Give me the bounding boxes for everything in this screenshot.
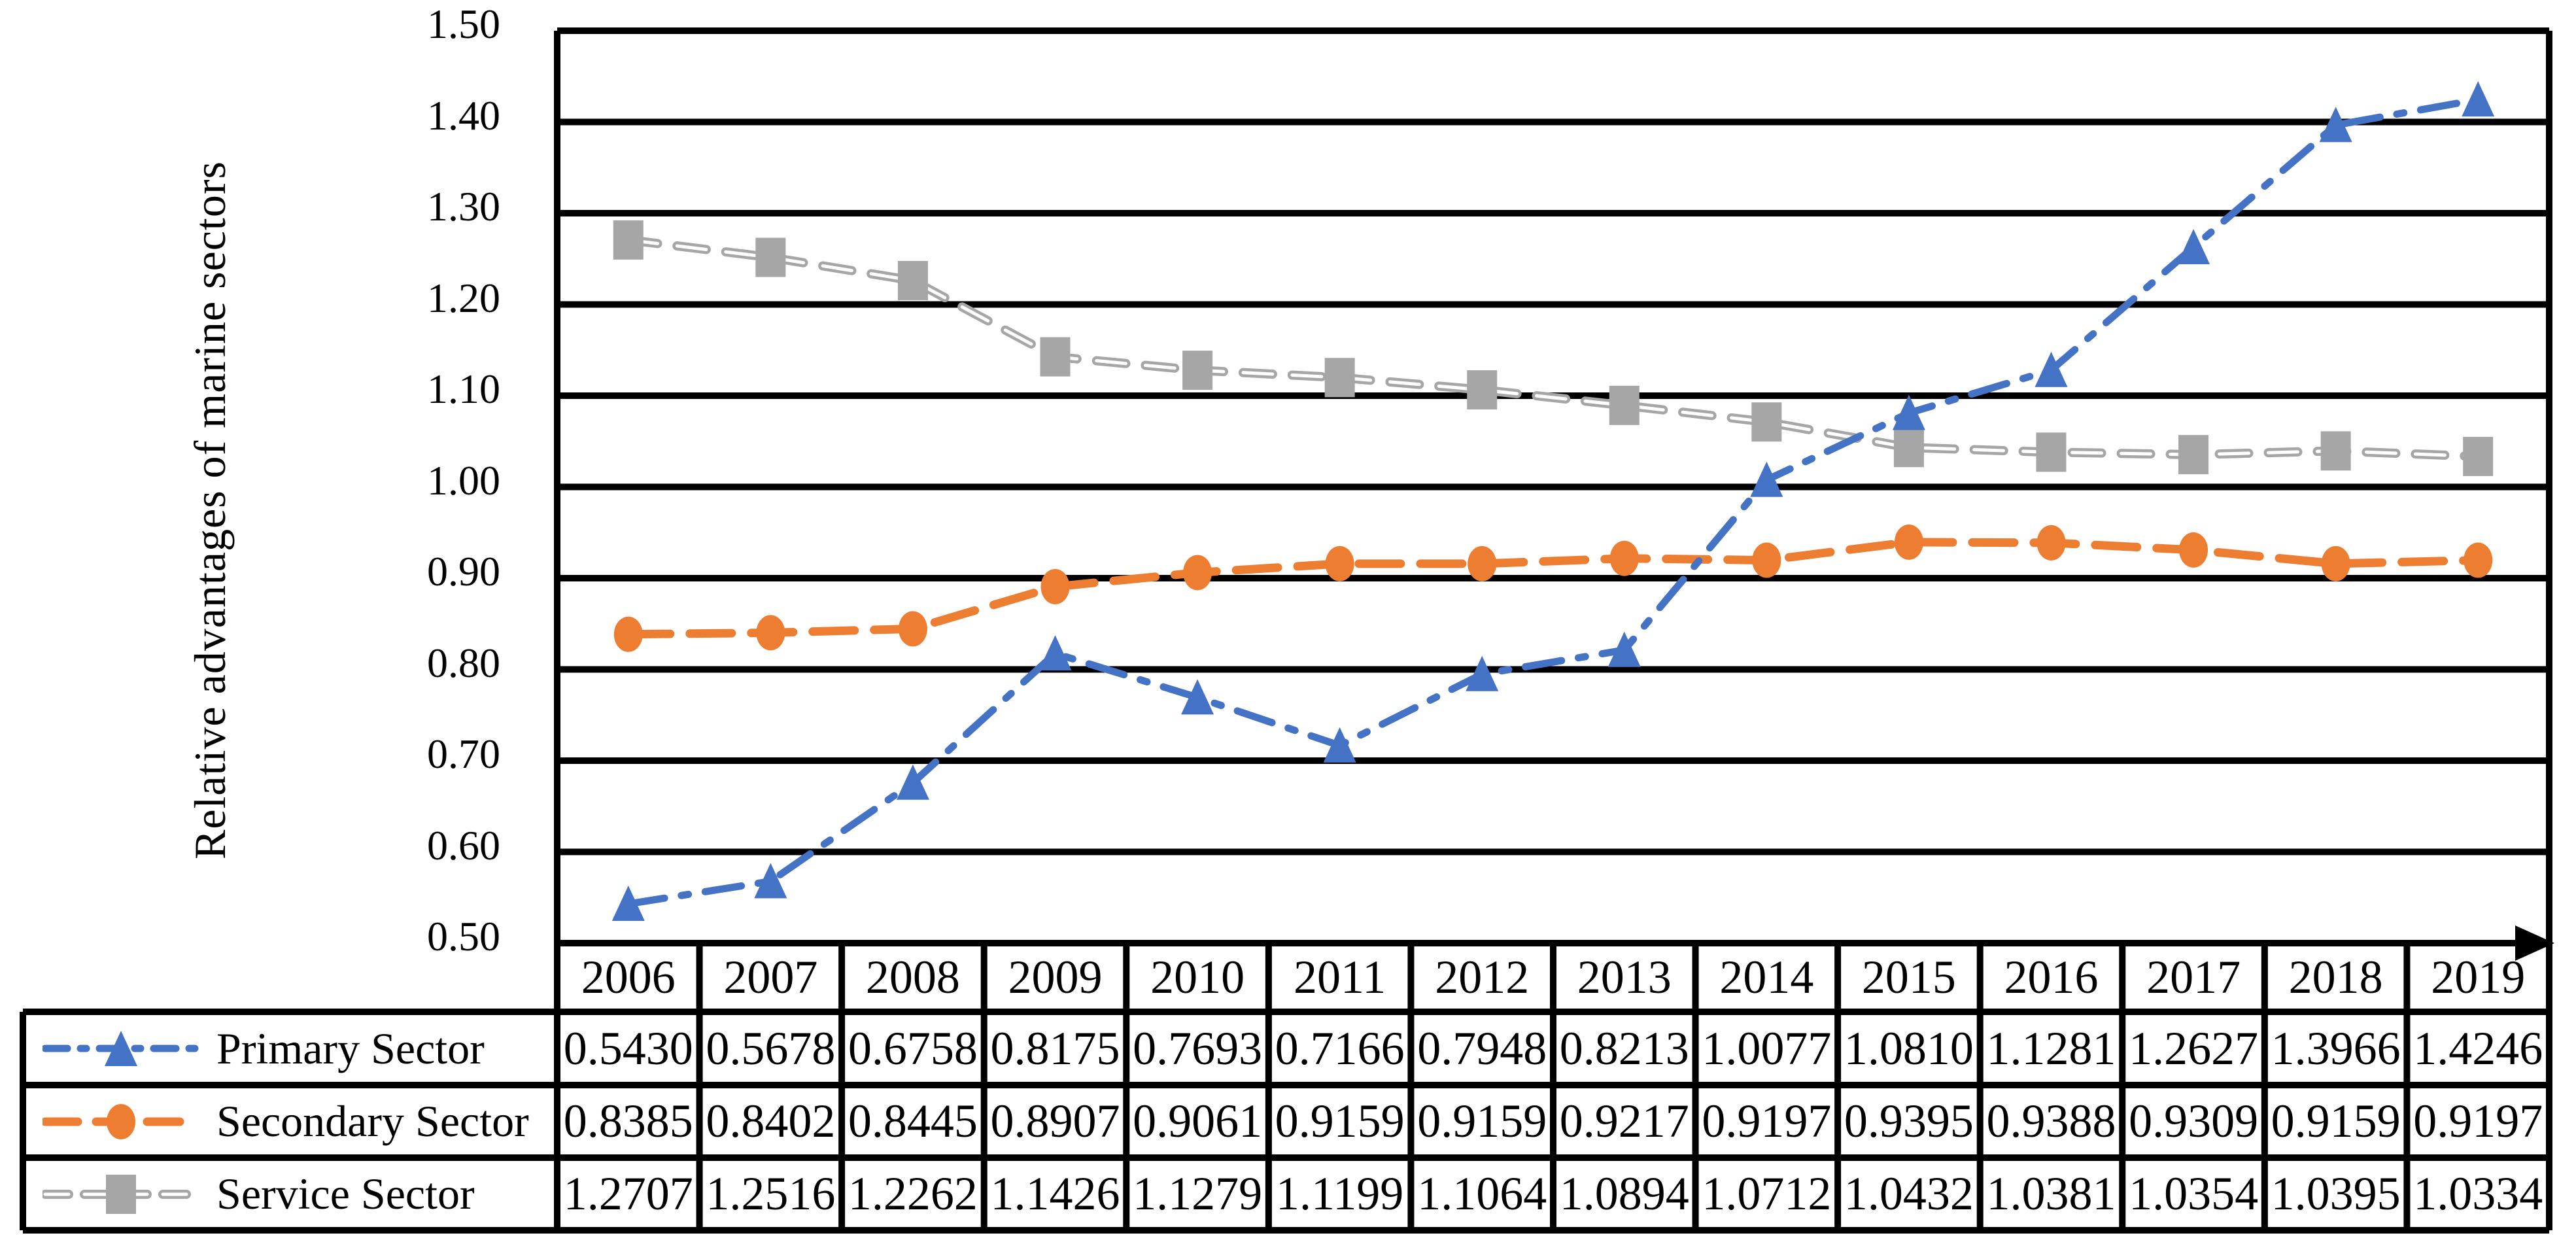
table-value-cell: 1.0810 — [1844, 1022, 1974, 1075]
y-tick-label: 0.80 — [427, 639, 500, 686]
year-header-cell: 2019 — [2431, 951, 2526, 1003]
y-tick-label: 0.90 — [427, 548, 500, 595]
table-value-cell: 0.5430 — [563, 1022, 693, 1075]
legend-label: Primary Sector — [216, 1023, 485, 1073]
year-header-cell: 2011 — [1293, 951, 1386, 1003]
table-value-cell: 1.0395 — [2271, 1167, 2401, 1220]
table-value-cell: 1.2627 — [2129, 1022, 2259, 1075]
table-value-cell: 0.9061 — [1133, 1095, 1263, 1147]
table-value-cell: 0.7948 — [1417, 1022, 1547, 1075]
table-value-cell: 1.0334 — [2413, 1167, 2543, 1220]
table-value-cell: 0.9159 — [1417, 1095, 1547, 1147]
year-header-cell: 2008 — [865, 951, 960, 1003]
legend-row-circle: Secondary Sector — [32, 1090, 557, 1153]
table-value-cell: 1.4246 — [2413, 1022, 2543, 1075]
table-value-cell: 1.1279 — [1133, 1167, 1263, 1220]
table-value-cell: 1.0712 — [1702, 1167, 1832, 1220]
y-axis-title: Relative advantages of marine sectors — [185, 161, 235, 859]
table-value-cell: 0.8445 — [848, 1095, 978, 1147]
year-header-cell: 2015 — [1861, 951, 1956, 1003]
table-value-cell: 1.0381 — [1986, 1167, 2116, 1220]
legend-line-sample-square — [43, 1174, 199, 1214]
table-value-cell: 1.2262 — [848, 1167, 978, 1220]
legend-row-square: Service Sector — [32, 1162, 557, 1226]
year-header-cell: 2014 — [1719, 951, 1814, 1003]
table-value-cell: 1.1281 — [1986, 1022, 2116, 1075]
y-tick-label: 0.60 — [427, 821, 500, 869]
table-value-cell: 1.1064 — [1417, 1167, 1547, 1220]
table-value-cell: 1.1426 — [990, 1167, 1120, 1220]
x-axis-arrow — [2515, 925, 2554, 961]
year-header-cell: 2018 — [2288, 951, 2383, 1003]
table-value-cell: 0.9388 — [1986, 1095, 2116, 1147]
table-value-cell: 0.7693 — [1133, 1022, 1263, 1075]
y-tick-label: 1.10 — [427, 366, 500, 412]
table-value-cell: 1.2516 — [706, 1167, 836, 1220]
table-value-cell: 0.6758 — [848, 1022, 978, 1075]
table-value-cell: 1.0354 — [2129, 1167, 2259, 1220]
year-header-cell: 2007 — [723, 951, 818, 1003]
y-tick-label: 1.00 — [427, 457, 500, 504]
table-value-cell: 0.8175 — [990, 1022, 1120, 1075]
table-value-cell: 0.9217 — [1559, 1095, 1689, 1147]
year-header-cell: 2006 — [581, 951, 676, 1003]
table-value-cell: 0.9159 — [2271, 1095, 2401, 1147]
legend-line-sample-triangle — [43, 1031, 199, 1066]
y-tick-label: 1.50 — [427, 1, 500, 47]
y-tick-label: 1.30 — [427, 183, 500, 230]
table-value-cell: 0.9159 — [1275, 1095, 1405, 1147]
table-value-cell: 0.9197 — [2413, 1095, 2543, 1147]
table-value-cell: 0.9197 — [1702, 1095, 1832, 1147]
legend-row-triangle: Primary Sector — [32, 1016, 557, 1080]
legend-label: Service Sector — [216, 1169, 475, 1218]
table-value-cell: 1.3966 — [2271, 1022, 2401, 1075]
table-value-cell: 1.1199 — [1275, 1167, 1404, 1220]
year-header-cell: 2012 — [1435, 951, 1530, 1003]
year-header-cell: 2010 — [1150, 951, 1245, 1003]
table-value-cell: 1.0894 — [1559, 1167, 1689, 1220]
legend-line-sample-circle — [43, 1103, 199, 1139]
table-value-cell: 1.0077 — [1702, 1022, 1832, 1075]
table-value-cell: 0.9309 — [2129, 1095, 2259, 1147]
table-value-cell: 0.8402 — [706, 1095, 836, 1147]
y-tick-label: 1.20 — [427, 274, 500, 321]
year-header-cell: 2013 — [1577, 951, 1672, 1003]
table-value-cell: 0.8385 — [563, 1095, 693, 1147]
y-tick-label: 0.50 — [427, 913, 500, 959]
table-value-cell: 0.8907 — [990, 1095, 1120, 1147]
table-value-cell: 0.7166 — [1275, 1022, 1405, 1075]
table-value-cell: 0.5678 — [706, 1022, 836, 1075]
legend-label: Secondary Sector — [216, 1096, 529, 1146]
y-tick-label: 1.40 — [427, 92, 500, 139]
table-value-cell: 0.9395 — [1844, 1095, 1974, 1147]
table-value-cell: 0.8213 — [1559, 1022, 1689, 1075]
table-value-cell: 1.2707 — [563, 1167, 693, 1220]
table-value-cell: 1.0432 — [1844, 1167, 1974, 1220]
year-header-cell: 2016 — [2004, 951, 2099, 1003]
year-header-cell: 2009 — [1008, 951, 1103, 1003]
year-header-cell: 2017 — [2146, 951, 2241, 1003]
y-tick-label: 0.70 — [427, 731, 500, 777]
